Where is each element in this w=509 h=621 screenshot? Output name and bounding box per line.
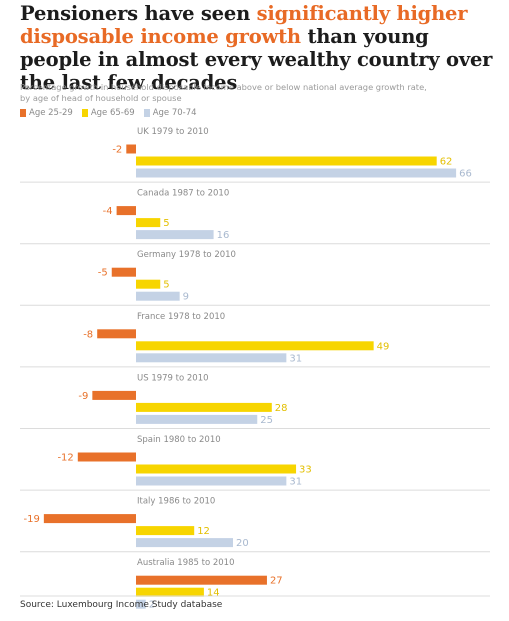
data-label-age-70-74: 16 (217, 230, 230, 241)
subtitle-line-2: by age of head of household or spouse (20, 93, 182, 103)
bar-age-25-29 (126, 144, 136, 154)
bar-age-25-29 (136, 575, 267, 585)
bar-age-25-29 (97, 329, 136, 339)
category-label: Germany 1978 to 2010 (137, 250, 236, 260)
data-label-age-25-29: -5 (98, 268, 108, 279)
bar-age-65-69 (136, 587, 204, 597)
bar-age-70-74 (136, 476, 287, 486)
data-label-age-25-29: -12 (57, 453, 73, 464)
data-label-age-65-69: 12 (197, 526, 210, 537)
bar-age-65-69 (136, 402, 272, 412)
bar-age-65-69 (136, 218, 161, 228)
data-label-age-25-29: -8 (83, 329, 93, 340)
bar-age-70-74 (136, 353, 287, 363)
legend-swatch-age-25-29 (20, 109, 26, 117)
data-label-age-25-29: -2 (112, 145, 122, 156)
data-label-age-70-74: 2 (149, 600, 155, 611)
category-label: Australia 1985 to 2010 (137, 558, 235, 568)
legend-item-age-65-69: Age 65-69 (81, 108, 135, 118)
title-highlight: significantly higher disposable income g… (20, 2, 468, 48)
bar-age-65-69 (136, 156, 437, 166)
data-label-age-70-74: 9 (183, 292, 189, 303)
bar-age-70-74 (136, 168, 457, 178)
data-label-age-65-69: 49 (377, 341, 390, 352)
data-label-age-65-69: 14 (207, 588, 220, 599)
data-label-age-25-29: -19 (24, 514, 40, 525)
bar-age-25-29 (116, 206, 136, 216)
data-label-age-65-69: 62 (440, 157, 453, 168)
legend-swatch-age-70-74 (143, 109, 150, 117)
data-label-age-70-74: 20 (236, 538, 249, 549)
bar-age-70-74 (136, 230, 214, 240)
bar-age-65-69 (136, 341, 374, 351)
chart-subtitle: Percentage growth in household disposabl… (20, 82, 490, 104)
bar-age-65-69 (136, 464, 297, 474)
legend-swatch-age-65-69 (81, 109, 88, 117)
title-part-1: Pensioners have seen (20, 2, 257, 25)
chart-title: Pensioners have seen significantly highe… (20, 2, 495, 94)
legend-label-age-65-69: Age 65-69 (90, 108, 135, 118)
data-label-age-65-69: 5 (163, 280, 169, 291)
data-label-age-65-69: 33 (299, 465, 312, 476)
bar-age-65-69 (136, 526, 195, 536)
category-label: Canada 1987 to 2010 (137, 189, 229, 199)
subtitle-line-1: Percentage growth in household disposabl… (20, 82, 427, 92)
bar-age-25-29 (77, 452, 136, 462)
data-label-age-70-74: 31 (289, 477, 302, 488)
bar-age-65-69 (136, 279, 161, 289)
bar-age-70-74 (136, 414, 258, 424)
data-label-age-65-69: 5 (163, 218, 169, 229)
bar-age-25-29 (92, 390, 136, 400)
data-label-age-25-29: 27 (270, 576, 283, 587)
bar-age-25-29 (43, 514, 136, 524)
title-part-2: than young people in almost every wealth… (20, 25, 493, 94)
category-label: France 1978 to 2010 (137, 312, 225, 322)
data-label-age-25-29: -4 (103, 206, 113, 217)
category-label: Italy 1986 to 2010 (137, 497, 215, 507)
data-label-age-25-29: -9 (78, 391, 88, 402)
bar-age-70-74 (136, 599, 146, 609)
bar-age-70-74 (136, 291, 180, 301)
legend-label-age-70-74: Age 70-74 (152, 108, 197, 118)
source-note: Source: Luxembourg Income Study database (20, 600, 223, 610)
bar-age-25-29 (111, 267, 136, 277)
data-label-age-65-69: 28 (275, 403, 288, 414)
data-label-age-70-74: 31 (289, 353, 302, 364)
category-label: Spain 1980 to 2010 (137, 435, 221, 445)
category-label: UK 1979 to 2010 (137, 127, 209, 137)
legend: Age 25-29 Age 65-69 Age 70-74 (20, 108, 197, 118)
category-label: US 1979 to 2010 (137, 373, 209, 383)
legend-item-age-25-29: Age 25-29 (20, 108, 73, 118)
legend-item-age-70-74: Age 70-74 (143, 108, 197, 118)
data-label-age-70-74: 66 (459, 169, 472, 180)
data-label-age-70-74: 25 (260, 415, 273, 426)
bar-age-70-74 (136, 538, 233, 548)
legend-label-age-25-29: Age 25-29 (29, 108, 73, 118)
